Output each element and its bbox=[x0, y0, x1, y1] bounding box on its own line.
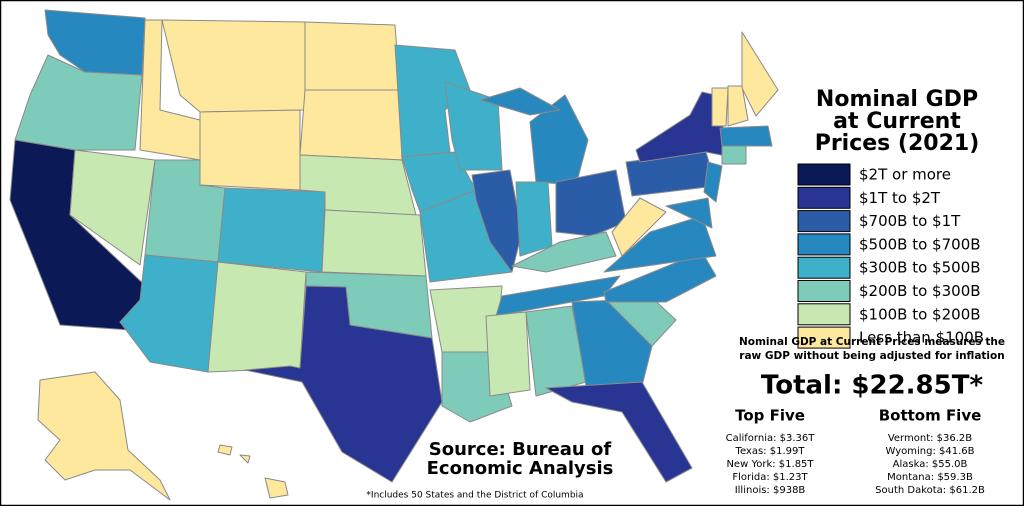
state bbox=[711, 87, 729, 127]
state bbox=[727, 85, 749, 127]
title-line: Nominal GDP bbox=[816, 87, 978, 112]
legend: $2T or more $1T to $2T $700B to $1T $500B t… bbox=[797, 163, 984, 349]
state bbox=[703, 161, 723, 203]
legend-label: $100B to $200B bbox=[859, 305, 981, 323]
legend-swatch bbox=[797, 303, 851, 326]
state bbox=[264, 477, 289, 499]
footnote: *Includes 50 States and the District of … bbox=[366, 491, 583, 501]
title-line: at Current bbox=[833, 109, 961, 134]
note-line: raw GDP without being adjusted for infla… bbox=[739, 350, 1004, 362]
state bbox=[545, 381, 693, 483]
legend-label: $200B to $300B bbox=[859, 282, 981, 300]
rank-item: Wyoming: $41.6B bbox=[886, 446, 975, 457]
state bbox=[14, 54, 143, 151]
legend-label: $500B to $700B bbox=[859, 235, 981, 253]
note-line: Nominal GDP at Current Prices measures t… bbox=[739, 336, 1005, 348]
legend-swatch bbox=[797, 326, 851, 349]
state bbox=[479, 87, 561, 116]
state bbox=[515, 181, 553, 257]
source-line: Source: Bureau of bbox=[429, 439, 612, 460]
state bbox=[161, 19, 306, 113]
legend-label: $700B to $1T bbox=[859, 212, 961, 230]
state bbox=[529, 94, 589, 186]
bottom-five-title: Bottom Five bbox=[879, 407, 982, 425]
state bbox=[217, 444, 233, 456]
legend-swatch bbox=[797, 163, 851, 186]
state bbox=[719, 125, 773, 147]
state bbox=[495, 275, 621, 317]
state bbox=[207, 261, 307, 373]
state bbox=[471, 169, 523, 273]
rank-item: California: $3.36T bbox=[726, 433, 816, 444]
legend-swatch bbox=[797, 233, 851, 256]
state bbox=[199, 109, 301, 191]
state bbox=[511, 231, 617, 273]
state bbox=[555, 169, 627, 237]
legend-label: $300B to $500B bbox=[859, 259, 981, 277]
rank-item: New York: $1.85T bbox=[726, 459, 814, 470]
state bbox=[217, 187, 326, 273]
state bbox=[321, 209, 427, 277]
legend-swatch bbox=[797, 256, 851, 279]
state bbox=[69, 149, 156, 266]
state bbox=[741, 31, 779, 117]
state bbox=[37, 371, 171, 501]
top-five-title: Top Five bbox=[735, 407, 805, 425]
rank-item: Illinois: $938B bbox=[735, 485, 806, 496]
rank-lists: California: $3.36T Texas: $1.99T New York:… bbox=[726, 433, 985, 496]
state bbox=[244, 285, 443, 483]
state bbox=[611, 197, 667, 257]
state bbox=[721, 145, 747, 165]
rank-item: Vermont: $36.2B bbox=[888, 433, 972, 444]
legend-swatch bbox=[797, 280, 851, 302]
legend-label: $2T or more bbox=[859, 166, 951, 184]
us-map bbox=[9, 9, 779, 501]
state bbox=[665, 197, 713, 229]
legend-label: Less than $100B bbox=[859, 329, 984, 347]
legend-swatch bbox=[797, 186, 851, 209]
state bbox=[299, 89, 403, 161]
state bbox=[239, 454, 251, 464]
rank-item: Texas: $1.99T bbox=[735, 446, 806, 457]
legend-swatch bbox=[797, 210, 851, 233]
state bbox=[304, 21, 401, 91]
rank-item: Alaska: $55.0B bbox=[893, 459, 968, 470]
total: Total: $22.85T* bbox=[761, 371, 984, 401]
legend-label: $1T to $2T bbox=[859, 189, 941, 207]
state bbox=[485, 311, 531, 397]
rank-item: Montana: $59.3B bbox=[887, 472, 973, 483]
title-line: Prices (2021) bbox=[815, 131, 980, 156]
rank-item: South Dakota: $61.2B bbox=[875, 485, 985, 496]
source-line: Economic Analysis bbox=[427, 458, 614, 479]
rank-item: Florida: $1.23T bbox=[732, 472, 808, 483]
